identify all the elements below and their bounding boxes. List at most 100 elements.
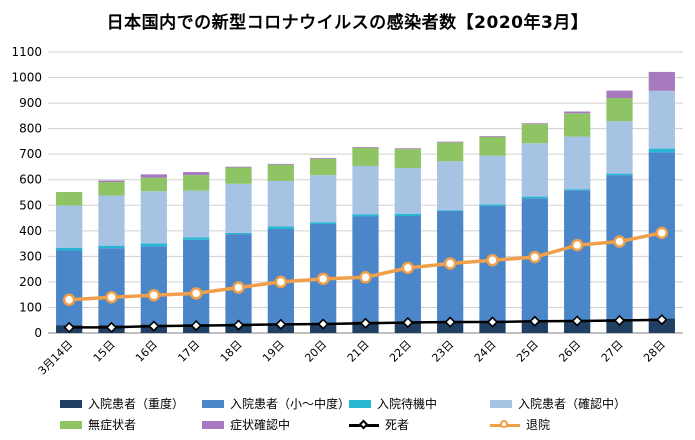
legend-label: 入院患者（小～中度）	[230, 397, 351, 411]
bar-segment-3	[310, 222, 337, 224]
bar-segment-3	[564, 189, 591, 191]
line-point	[148, 320, 160, 332]
bar-segment-2	[140, 246, 167, 325]
legend-label: 症状確認中	[230, 418, 291, 432]
x-tick-label: 15日	[91, 338, 118, 365]
bar-segment-6	[183, 172, 210, 176]
bar-segment-4	[394, 167, 421, 214]
bar-segment-2	[98, 248, 125, 326]
bar-segment-6	[648, 71, 675, 91]
bar-segment-4	[310, 175, 337, 223]
legend-item-discharged: 退院	[490, 416, 632, 433]
line-point	[274, 275, 288, 289]
bar-segment-3	[394, 213, 421, 217]
y-tick-label: 900	[19, 96, 42, 110]
bar-segment-6	[352, 147, 379, 148]
x-tick-label: 28日	[641, 338, 668, 365]
bar-segment-2	[225, 234, 252, 324]
legend-swatch	[490, 399, 512, 408]
bar-segment-5	[521, 124, 548, 144]
legend-label: 入院待機中	[377, 397, 438, 411]
chart-title: 日本国内での新型コロナウイルスの感染者数【2020年3月】	[106, 13, 589, 33]
line-point	[656, 314, 668, 326]
bar-segment-5	[437, 142, 464, 162]
bar-segment-2	[56, 250, 83, 326]
line-point	[402, 316, 414, 329]
line-point	[359, 271, 372, 284]
y-tick-label: 1100	[11, 45, 42, 59]
x-tick-label: 3月14日	[36, 338, 76, 378]
bar-segment-2	[564, 190, 591, 321]
bar-segment-3	[56, 247, 83, 251]
line-point	[486, 316, 499, 328]
bar-segment-5	[183, 175, 210, 191]
bar-segment-3	[521, 196, 548, 199]
bar-segment-5	[564, 113, 591, 137]
x-tick-label: 26日	[556, 338, 583, 365]
line-point	[359, 317, 372, 329]
x-tick-label: 25日	[514, 338, 541, 365]
line-point	[190, 319, 202, 332]
legend-swatch	[202, 420, 224, 429]
bar-segment-5	[352, 147, 379, 166]
bar-segment-2	[183, 239, 210, 325]
x-tick-label: 20日	[302, 338, 329, 365]
line-point	[571, 315, 583, 327]
line-point	[570, 238, 584, 252]
bar-segment-4	[267, 181, 294, 227]
bar-segment-4	[183, 190, 210, 238]
line-point	[655, 226, 669, 240]
bar-segment-5	[140, 177, 167, 192]
bar-segment-5	[394, 149, 421, 168]
bar-segment-6	[310, 158, 337, 159]
bar-segment-6	[98, 180, 125, 183]
bar-segment-6	[225, 166, 252, 168]
line-point	[147, 288, 161, 302]
bar-segment-4	[479, 155, 506, 205]
legend-label: 退院	[526, 418, 551, 432]
line-point	[63, 321, 75, 334]
line-point	[613, 314, 626, 327]
bar-segment-4	[225, 183, 252, 233]
legend-item-asymptomatic: 無症状者	[60, 416, 202, 433]
x-tick-label: 27日	[599, 338, 626, 365]
x-tick-label: 23日	[429, 338, 456, 365]
bar-segment-1	[564, 320, 591, 333]
legend-row-1: 入院患者（重度） 入院患者（小～中度） 入院待機中 入院患者（確認中）	[60, 393, 680, 414]
line-point	[444, 316, 456, 328]
legend-item-symptom-checking: 症状確認中	[202, 416, 349, 433]
bar-segment-4	[98, 195, 125, 246]
x-tick-label: 24日	[472, 338, 499, 365]
x-tick-label: 22日	[387, 338, 414, 365]
line-point	[189, 287, 203, 300]
legend-item-confirming: 入院患者（確認中）	[490, 395, 632, 412]
y-tick-label: 200	[19, 275, 42, 289]
legend-swatch	[60, 399, 82, 408]
line-point	[105, 290, 118, 304]
line-point	[232, 319, 245, 331]
bar-segment-6	[394, 148, 421, 150]
y-tick-label: 800	[19, 122, 42, 136]
bar-segment-6	[479, 136, 506, 137]
line-point	[232, 281, 245, 294]
bar-segment-5	[225, 167, 252, 184]
chart-legend: 入院患者（重度） 入院患者（小～中度） 入院待機中 入院患者（確認中） 無症状者…	[60, 393, 680, 435]
bar-segment-4	[56, 205, 83, 248]
bar-segment-5	[56, 191, 83, 206]
legend-item-waiting: 入院待機中	[349, 395, 490, 412]
bar-segment-4	[140, 191, 167, 244]
y-tick-label: 0	[34, 326, 42, 340]
line-point	[105, 321, 118, 334]
legend-label: 入院患者（確認中）	[518, 397, 627, 411]
line-point	[316, 272, 330, 286]
x-tick-label: 17日	[175, 338, 202, 365]
legend-label: 死者	[385, 418, 410, 432]
y-tick-label: 100	[19, 300, 42, 314]
bar-segment-3	[98, 245, 125, 249]
bar-segment-5	[98, 182, 125, 196]
line-point	[529, 315, 541, 327]
bar-segment-3	[437, 210, 464, 211]
legend-item-mild: 入院患者（小～中度）	[202, 395, 351, 412]
bar-segment-6	[437, 141, 464, 143]
